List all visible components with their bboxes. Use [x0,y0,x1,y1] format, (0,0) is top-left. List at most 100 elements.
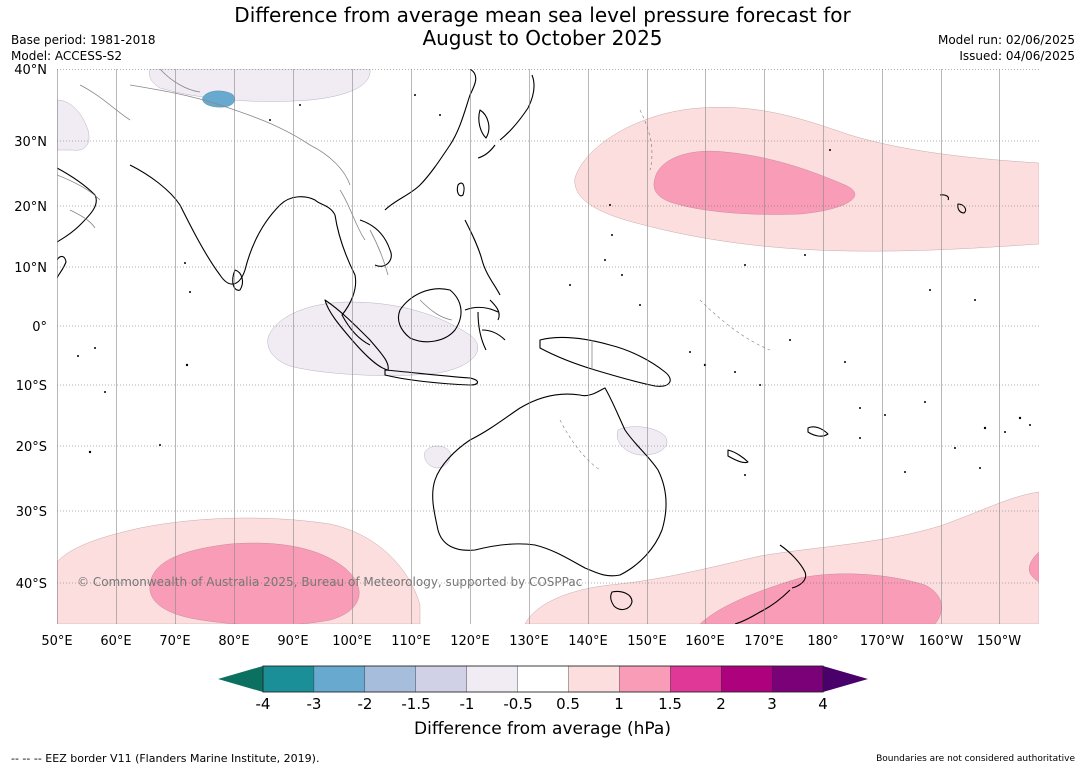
colorbar-tick-labels: -4 -3 -2 -1.5 -1 -0.5 0.5 1 1.5 2 3 4 [256,695,828,713]
colorbar [218,665,868,693]
coast-new-guinea [539,336,671,387]
lon-label: 80°E [218,634,249,649]
coast-arabia [57,167,97,243]
colorbar-frame [262,665,824,693]
title-line-2: August to October 2025 [422,26,663,50]
colorbar-segment [313,665,366,693]
meta-right: Model run: 02/06/2025 Issued: 04/06/2025 [938,32,1075,64]
anomaly-southern-indian-strong [149,542,360,624]
coast-japan [477,74,535,159]
colorbar-segment [466,665,519,693]
colorbar-tick-label: -2 [358,695,373,713]
border-himalaya [129,84,351,186]
eez-borders [559,109,771,471]
colorbar-segment [568,665,621,693]
colorbar-tick-label: 3 [767,695,777,713]
border-central-asia [79,69,201,121]
colorbar-tick-label: -1.5 [401,695,430,713]
colorbar-tick-label: -0.5 [503,695,532,713]
colorbar-low-extend [218,666,263,692]
lat-label: 30°S [16,505,47,520]
colorbar-tick-label: -1 [460,695,475,713]
lon-label: 120°E [450,634,490,649]
scattered-islands [77,94,1031,476]
lat-label: 0° [32,320,47,335]
lon-label: 150°E [627,634,667,649]
colorbar-tick-label: 1 [614,695,624,713]
coast-india [129,164,336,285]
lon-label: 160°W [919,634,963,649]
colorbar-segment [619,665,671,693]
latitude-labels: 40°N 30°N 20°N 10°N 0° 10°S 20°S 30°S 40… [14,63,47,592]
lon-label: 140°E [568,634,608,649]
lon-label: 50°E [41,634,72,649]
colorbar-tick-label: 4 [818,695,828,713]
lat-label: 20°N [14,200,47,215]
anomaly-tibet-core [202,90,235,108]
colorbar-tick-label: 2 [716,695,726,713]
anomaly-tibet-negative [149,69,371,102]
colorbar-segment [771,665,824,693]
coast-tasmania [610,590,633,611]
eez-legend: -- -- -- EEZ border V11 (Flanders Marine… [11,752,320,765]
model-run: Model run: 02/06/2025 [937,33,1075,47]
colorbar-title: Difference from average (hPa) [414,719,671,739]
coast-taiwan [456,182,465,197]
colorbar-segment [670,665,722,693]
coastlines [57,69,967,624]
coast-australia [432,387,667,577]
anomaly-east-pacific-strong [1028,551,1039,583]
colorbar-segment [415,665,468,693]
anomaly-fields [57,69,1039,624]
longitude-labels: 50°E 60°E 70°E 80°E 90°E 100°E 110°E 120… [41,634,1021,649]
colorbar-high-extend [823,666,868,692]
coast-korea [478,109,490,139]
coast-borneo [397,288,462,343]
lat-label: 40°S [16,577,47,592]
coast-africa-horn [57,255,67,279]
lon-label: 70°E [159,634,190,649]
coast-china [384,69,477,211]
meridians [57,69,1000,624]
colorbar-segment [364,665,417,693]
anomaly-west-australia-negative [424,445,451,469]
anomaly-north-pacific-strong [653,150,856,215]
lon-label: 100°E [332,634,372,649]
map-plot-area: © Commonwealth of Australia 2025, Bureau… [57,69,1039,624]
colorbar-tick-label: -4 [256,695,271,713]
lon-label: 150°W [977,634,1021,649]
copyright-notice: © Commonwealth of Australia 2025, Bureau… [77,575,582,589]
coast-java [384,369,479,386]
lat-label: 30°N [14,135,47,150]
colorbar-segment [720,665,773,693]
border-middle-east [57,174,101,229]
title-line-1: Difference from average mean sea level p… [234,3,851,27]
coast-fiji [807,426,829,437]
lat-label: 20°S [16,440,47,455]
border-borneo [419,299,453,321]
lon-label: 110°E [391,634,431,649]
map-title: Difference from average mean sea level p… [0,4,1085,50]
lon-label: 60°E [100,634,131,649]
lon-label: 160°E [685,634,725,649]
colorbar-segments [262,665,824,693]
lon-label: 170°W [860,634,904,649]
colorbar-segment [262,665,315,693]
issued-date: Issued: 04/06/2025 [959,49,1075,63]
lat-label: 10°N [14,261,47,276]
anomaly-arabia-negative [57,99,90,151]
coast-new-zealand [734,544,807,624]
coast-new-caledonia [727,449,749,464]
country-borders [57,69,593,370]
colorbar-segment [517,665,570,693]
coast-philippines [464,219,501,321]
boundaries-note: Boundaries are not considered authoritat… [876,754,1075,764]
coast-sulawesi [464,306,506,351]
base-period: Base period: 1981-2018 [11,33,156,47]
lat-label: 40°N [14,63,47,78]
coast-sri-lanka [232,269,244,291]
colorbar-tick-label: 0.5 [556,695,580,713]
lon-label: 90°E [277,634,308,649]
anomaly-equatorial-negative [267,301,478,376]
